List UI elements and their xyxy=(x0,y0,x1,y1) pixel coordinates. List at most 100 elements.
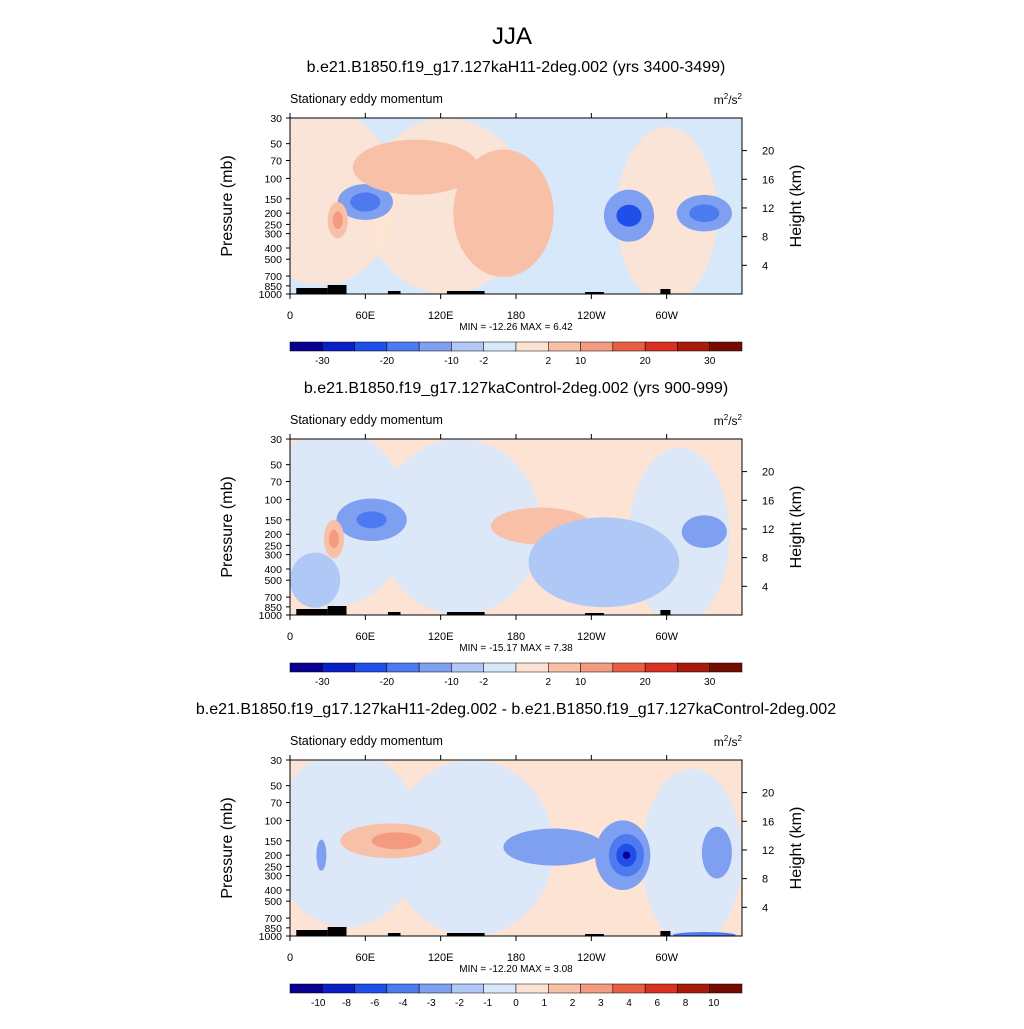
y-tick-label: 500 xyxy=(264,575,282,587)
heatmap-band xyxy=(641,768,742,936)
colorbar-swatch xyxy=(322,662,355,673)
panel-subtitle: Stationary eddy momentum xyxy=(290,734,443,748)
colorbar-swatch xyxy=(580,662,614,673)
topography xyxy=(446,933,485,936)
chart-panel-1: b.e21.B1850.f19_g17.127kaH11-2deg.002 (y… xyxy=(219,59,805,367)
y2-axis-label: Height (km) xyxy=(788,807,805,890)
topography xyxy=(327,927,347,936)
colorbar-swatch xyxy=(580,341,614,352)
units-label: m2/s2 xyxy=(714,413,743,428)
colorbar-swatch xyxy=(483,662,517,673)
colorbar-swatch xyxy=(709,662,743,673)
colorbar-label: 10 xyxy=(708,998,720,1009)
topography xyxy=(327,285,347,294)
min-max-stats: MIN = -12.26 MAX = 6.42 xyxy=(459,322,573,333)
heatmap-feature xyxy=(622,851,631,859)
heatmap-band xyxy=(390,760,554,936)
colorbar-swatch xyxy=(386,341,420,352)
colorbar-label: 3 xyxy=(598,998,604,1009)
y2-tick-label: 4 xyxy=(762,902,768,914)
y-tick-label: 850 xyxy=(264,602,282,614)
y-tick-label: 300 xyxy=(264,550,282,562)
colorbar-swatch xyxy=(289,983,323,994)
y2-tick-label: 12 xyxy=(762,524,774,536)
heatmap-field xyxy=(290,439,742,615)
colorbar-swatch xyxy=(483,341,517,352)
colorbar-swatch xyxy=(612,662,646,673)
colorbar-swatch xyxy=(709,983,743,994)
heatmap-feature xyxy=(701,826,732,879)
colorbar-label: 2 xyxy=(570,998,576,1009)
y-tick-label: 400 xyxy=(264,564,282,576)
colorbar-label: 30 xyxy=(704,677,716,688)
heatmap-feature xyxy=(371,832,422,850)
y-tick-label: 1000 xyxy=(259,610,283,622)
heatmap-feature xyxy=(689,204,720,223)
y-tick-label: 30 xyxy=(270,434,282,446)
x-tick-label: 180 xyxy=(507,631,525,643)
colorbar-label: 20 xyxy=(640,677,652,688)
panel-subtitle: Stationary eddy momentum xyxy=(290,92,443,106)
colorbar-label: -2 xyxy=(479,356,488,367)
colorbar-label: 2 xyxy=(546,356,552,367)
x-tick-label: 0 xyxy=(287,631,293,643)
topography xyxy=(296,609,328,615)
y-tick-label: 1000 xyxy=(259,931,283,943)
y-tick-label: 400 xyxy=(264,243,282,255)
chart-panel-2: b.e21.B1850.f19_g17.127kaControl-2deg.00… xyxy=(219,380,805,688)
heatmap-feature xyxy=(352,139,479,195)
colorbar-swatch xyxy=(386,662,420,673)
y2-tick-label: 20 xyxy=(762,467,774,479)
colorbar-label: 6 xyxy=(654,998,660,1009)
x-tick-label: 120E xyxy=(428,631,454,643)
heatmap-feature xyxy=(328,529,339,549)
heatmap-field xyxy=(290,118,742,294)
y2-tick-label: 16 xyxy=(762,816,774,828)
colorbar-swatch xyxy=(418,341,452,352)
y2-tick-label: 12 xyxy=(762,845,774,857)
x-tick-label: 60E xyxy=(356,631,376,643)
heatmap-feature xyxy=(316,839,327,871)
colorbar-swatch xyxy=(451,341,484,352)
y-tick-label: 100 xyxy=(264,815,282,827)
y-tick-label: 700 xyxy=(264,271,282,283)
y-tick-label: 150 xyxy=(264,515,282,527)
units-label: m2/s2 xyxy=(714,92,743,107)
y-tick-label: 70 xyxy=(270,477,282,489)
colorbar-swatch xyxy=(644,983,678,994)
heatmap-feature xyxy=(290,552,341,608)
colorbar-label: -20 xyxy=(380,677,395,688)
x-tick-label: 120E xyxy=(428,310,454,322)
heatmap-feature xyxy=(681,515,727,549)
heatmap-feature xyxy=(453,149,554,277)
topography xyxy=(660,289,671,294)
y2-tick-label: 16 xyxy=(762,174,774,186)
topography xyxy=(660,610,671,615)
colorbar-swatch xyxy=(709,341,743,352)
colorbar-swatch xyxy=(354,341,388,352)
page-title: JJA xyxy=(492,23,532,50)
topography xyxy=(446,612,485,615)
y-tick-label: 70 xyxy=(270,156,282,168)
x-tick-label: 60W xyxy=(655,631,678,643)
colorbar-label: 20 xyxy=(640,356,652,367)
y2-axis-label: Height (km) xyxy=(788,486,805,569)
colorbar-label: -10 xyxy=(311,998,326,1009)
colorbar-label: -4 xyxy=(399,998,408,1009)
colorbar-label: -10 xyxy=(444,677,459,688)
y2-tick-label: 20 xyxy=(762,146,774,158)
heatmap-band xyxy=(377,439,542,615)
y-tick-label: 150 xyxy=(264,194,282,206)
y-tick-label: 70 xyxy=(270,798,282,810)
colorbar-label: -20 xyxy=(380,356,395,367)
y-tick-label: 300 xyxy=(264,871,282,883)
y-tick-label: 300 xyxy=(264,229,282,241)
x-tick-label: 120W xyxy=(577,952,606,964)
colorbar-label: -3 xyxy=(427,998,436,1009)
y2-tick-label: 8 xyxy=(762,553,768,565)
panel-title: b.e21.B1850.f19_g17.127kaH11-2deg.002 - … xyxy=(196,701,836,718)
colorbar-swatch xyxy=(354,983,388,994)
topography xyxy=(387,933,401,936)
y-tick-label: 200 xyxy=(264,529,282,541)
y-tick-label: 50 xyxy=(270,460,282,472)
